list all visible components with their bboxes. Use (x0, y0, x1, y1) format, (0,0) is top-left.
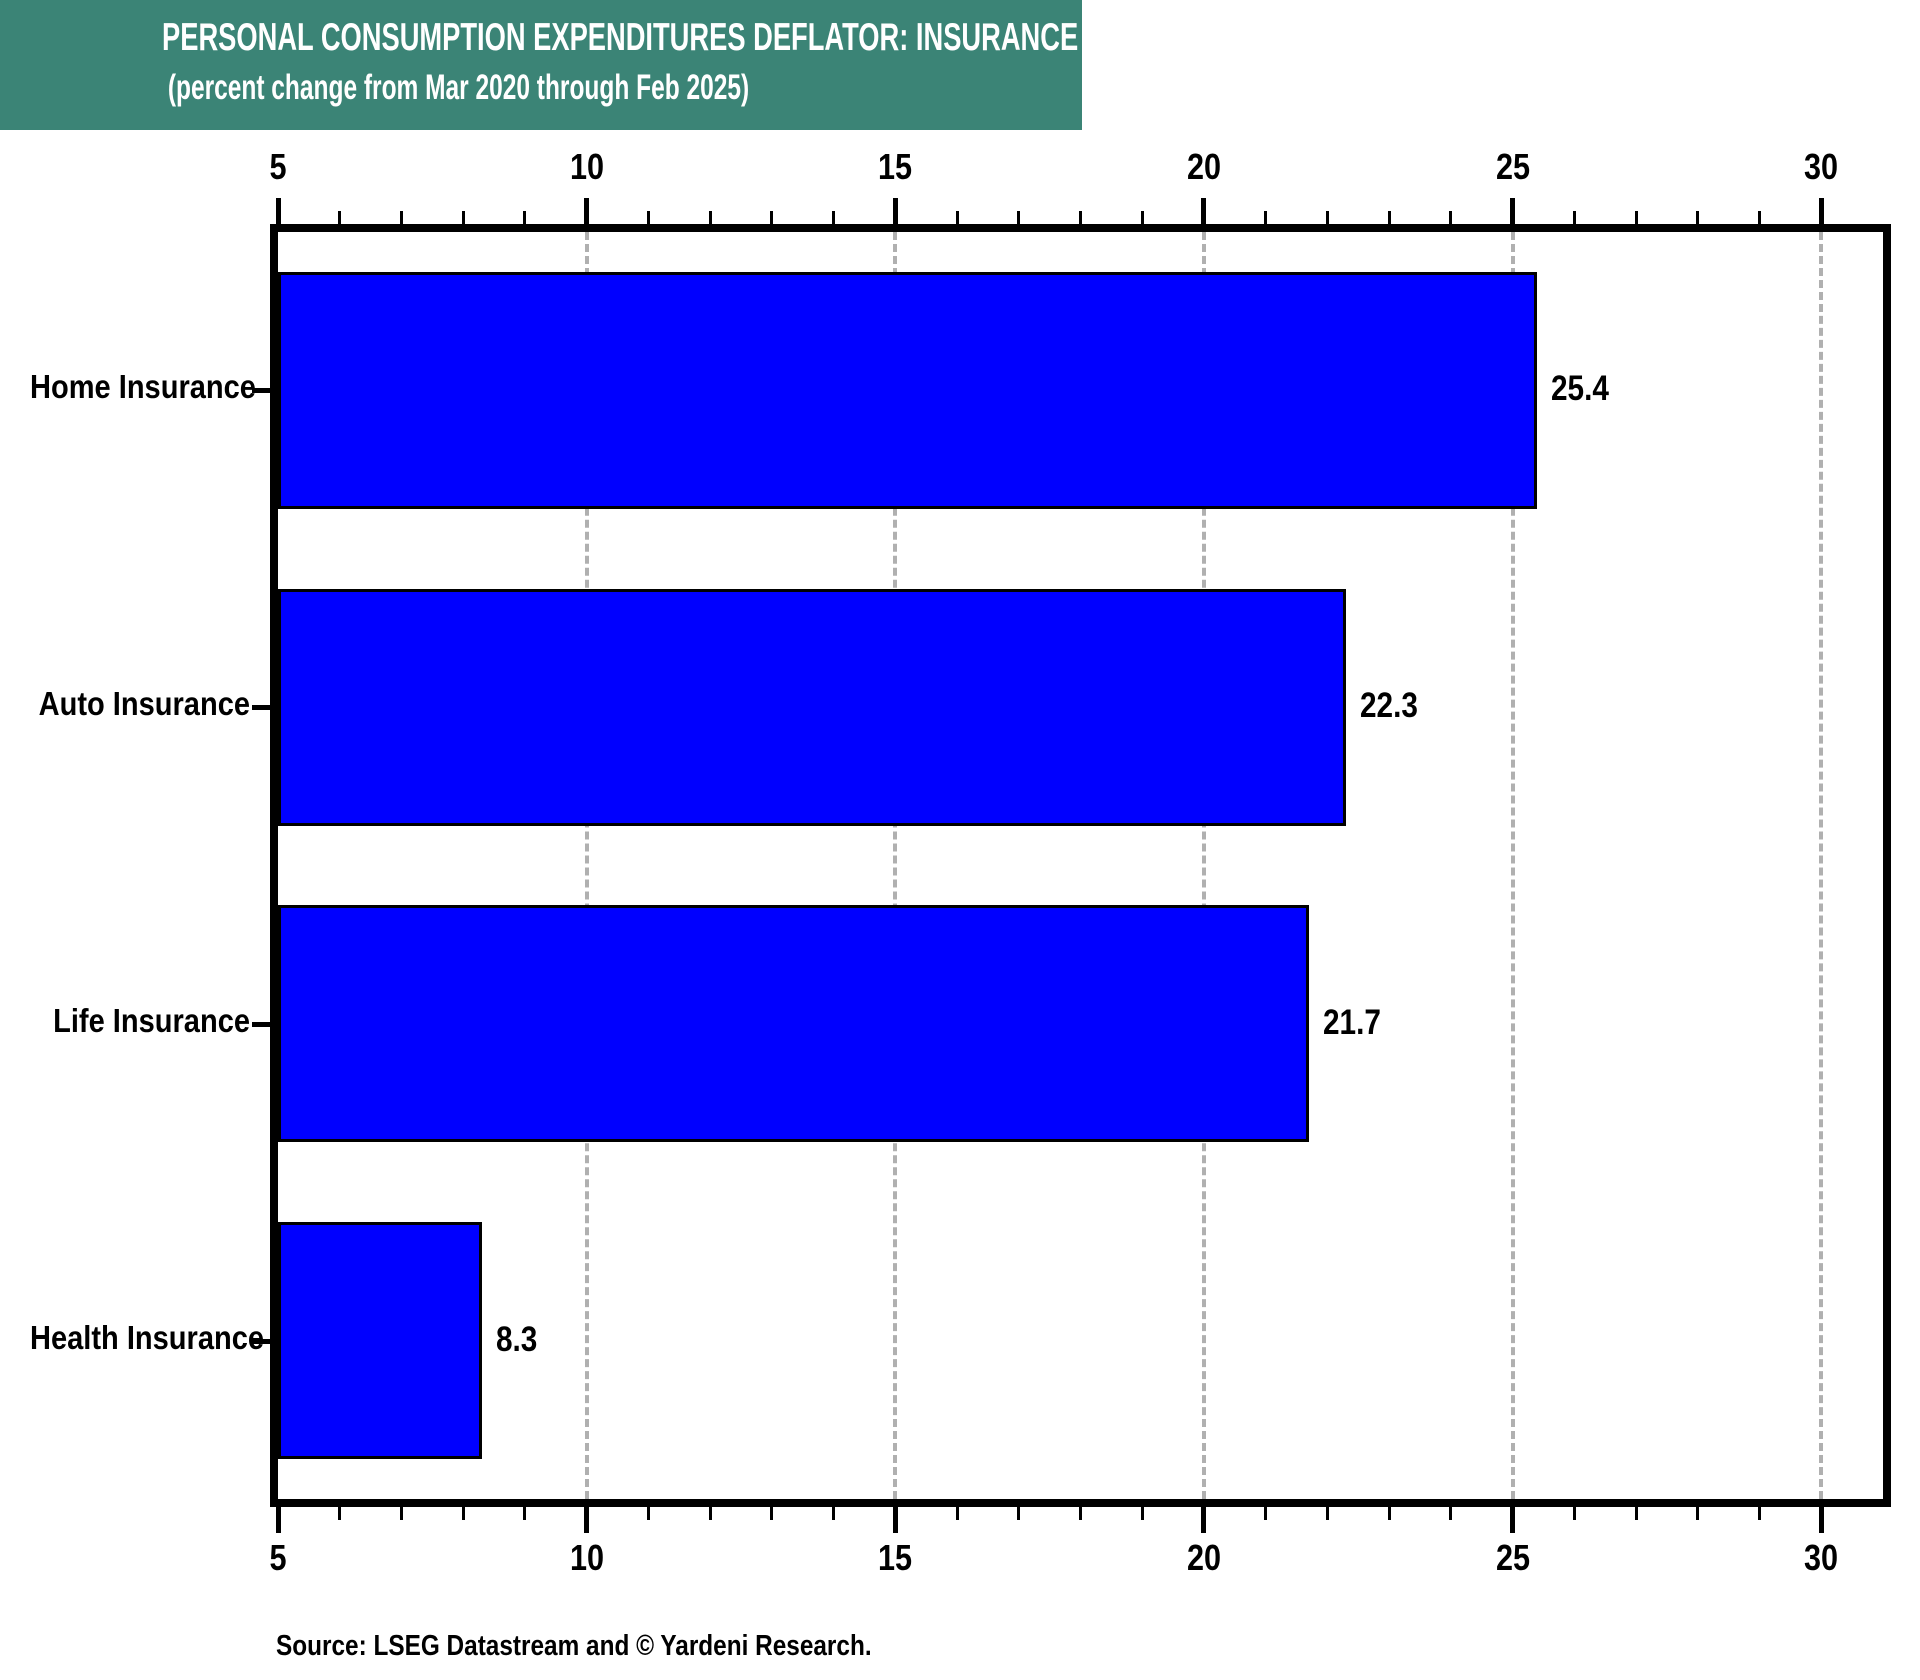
bottom-axis-label-5: 5 (269, 1537, 287, 1578)
top-minor-tick-16 (955, 211, 959, 224)
top-minor-tick-9 (523, 211, 527, 224)
top-minor-tick-29 (1758, 211, 1762, 224)
bottom-minor-tick-18 (1079, 1507, 1082, 1520)
bar-row-health-insurance: 8.3 (278, 1182, 1883, 1499)
gridline-x15 (893, 232, 898, 1499)
bottom-axis-label-25: 25 (1495, 1537, 1530, 1578)
bottom-minor-tick-28 (1696, 1507, 1700, 1520)
top-minor-tick-27 (1634, 211, 1638, 224)
bottom-minor-tick-27 (1634, 1507, 1638, 1520)
category-label-home-insurance: Home Insurance (30, 368, 256, 406)
bottom-major-tick-10 (584, 1507, 590, 1533)
bottom-major-tick-25 (1510, 1507, 1516, 1533)
top-major-tick-15 (892, 198, 898, 224)
top-minor-tick-17 (1017, 211, 1021, 224)
bottom-major-tick-20 (1201, 1507, 1207, 1533)
chart-title: PERSONAL CONSUMPTION EXPENDITURES DEFLAT… (162, 16, 1079, 59)
bottom-minor-tick-21 (1264, 1507, 1268, 1520)
bottom-axis-label-10: 10 (569, 1537, 604, 1578)
top-minor-tick-21 (1264, 211, 1268, 224)
bottom-minor-tick-6 (338, 1507, 342, 1520)
category-tick-health-insurance (252, 1338, 270, 1344)
top-minor-tick-13 (770, 211, 774, 224)
top-minor-tick-6 (338, 211, 342, 224)
value-label-health-insurance: 8.3 (495, 1319, 538, 1359)
top-minor-tick-11 (646, 211, 650, 224)
bottom-major-tick-30 (1818, 1507, 1824, 1533)
top-axis-label-15: 15 (878, 146, 913, 187)
bar-auto-insurance (278, 588, 1346, 826)
bottom-minor-tick-12 (708, 1507, 712, 1520)
top-minor-tick-22 (1325, 211, 1329, 224)
top-major-tick-25 (1510, 198, 1516, 224)
plot-area: 25.4 22.3 21.7 8.3 (270, 224, 1891, 1507)
category-tick-auto-insurance (252, 705, 270, 711)
bar-life-insurance (278, 905, 1309, 1143)
bottom-axis-label-30: 30 (1804, 1537, 1839, 1578)
plot-inner: 25.4 22.3 21.7 8.3 (278, 232, 1883, 1499)
bottom-minor-tick-9 (523, 1507, 527, 1520)
top-axis-label-20: 20 (1186, 146, 1221, 187)
source-note: Source: LSEG Datastream and © Yardeni Re… (276, 1630, 872, 1662)
bottom-minor-tick-8 (461, 1507, 465, 1520)
bar-home-insurance (278, 271, 1538, 509)
top-axis-label-25: 25 (1495, 146, 1530, 187)
top-minor-tick-18 (1079, 211, 1082, 224)
category-label-life-insurance: Life Insurance (53, 1001, 250, 1039)
top-minor-tick-28 (1696, 211, 1700, 224)
bottom-axis-label-20: 20 (1186, 1537, 1221, 1578)
top-axis-label-5: 5 (269, 146, 287, 187)
value-label-life-insurance: 21.7 (1322, 1002, 1381, 1042)
bar-health-insurance (278, 1222, 482, 1460)
bottom-minor-tick-7 (399, 1507, 403, 1520)
top-major-tick-10 (584, 198, 590, 224)
bar-row-auto-insurance: 22.3 (278, 549, 1883, 866)
bottom-minor-tick-19 (1140, 1507, 1144, 1520)
top-axis-label-30: 30 (1804, 146, 1839, 187)
top-major-tick-20 (1201, 198, 1207, 224)
gridline-x30 (1819, 232, 1824, 1499)
bottom-axis-label-15: 15 (878, 1537, 913, 1578)
bottom-minor-tick-24 (1449, 1507, 1453, 1520)
top-minor-tick-19 (1140, 211, 1144, 224)
top-minor-tick-14 (832, 211, 836, 224)
bottom-minor-tick-23 (1387, 1507, 1391, 1520)
bottom-minor-tick-22 (1325, 1507, 1329, 1520)
bottom-major-tick-5 (275, 1507, 281, 1533)
bottom-minor-tick-16 (955, 1507, 959, 1520)
bar-row-home-insurance: 25.4 (278, 232, 1883, 549)
top-minor-tick-8 (461, 211, 465, 224)
category-tick-life-insurance (252, 1021, 270, 1027)
top-minor-tick-7 (399, 211, 403, 224)
bottom-minor-tick-11 (646, 1507, 650, 1520)
top-minor-tick-26 (1572, 211, 1576, 224)
bottom-major-tick-15 (892, 1507, 898, 1533)
bar-row-life-insurance: 21.7 (278, 866, 1883, 1183)
gridline-x10 (584, 232, 589, 1499)
value-label-home-insurance: 25.4 (1551, 369, 1610, 409)
top-major-tick-5 (275, 198, 281, 224)
value-label-auto-insurance: 22.3 (1359, 686, 1418, 726)
top-axis-label-10: 10 (569, 146, 604, 187)
bottom-minor-tick-14 (832, 1507, 836, 1520)
bottom-minor-tick-17 (1017, 1507, 1021, 1520)
category-tick-home-insurance (252, 388, 270, 394)
top-minor-tick-12 (708, 211, 712, 224)
bottom-minor-tick-26 (1572, 1507, 1576, 1520)
chart-title-banner: PERSONAL CONSUMPTION EXPENDITURES DEFLAT… (0, 0, 1082, 130)
gridline-x25 (1510, 232, 1515, 1499)
top-minor-tick-24 (1449, 211, 1453, 224)
category-label-health-insurance: Health Insurance (30, 1318, 265, 1356)
gridline-x20 (1201, 232, 1206, 1499)
category-label-auto-insurance: Auto Insurance (38, 685, 251, 723)
bottom-minor-tick-13 (770, 1507, 774, 1520)
bottom-minor-tick-29 (1758, 1507, 1762, 1520)
chart-subtitle: (percent change from Mar 2020 through Fe… (167, 68, 750, 107)
top-major-tick-30 (1818, 198, 1824, 224)
top-minor-tick-23 (1387, 211, 1391, 224)
